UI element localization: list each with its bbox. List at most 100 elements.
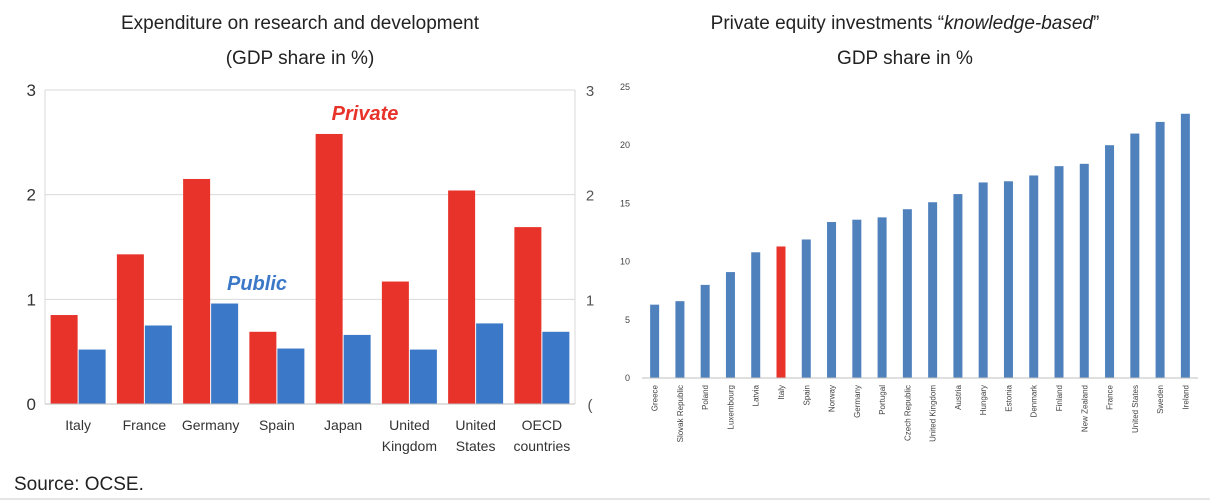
x-tick-label: Estonia <box>1004 384 1013 411</box>
bar <box>1003 181 1013 378</box>
pe-title-italic: knowledge-based <box>944 13 1093 34</box>
x-tick-label: Ireland <box>1181 385 1190 409</box>
source-note: Source: OCSE. <box>14 474 144 495</box>
bar <box>902 209 912 378</box>
x-tick-label: Hungary <box>979 385 988 415</box>
bottom-divider <box>0 498 1210 500</box>
right-y-tick-label: 1 <box>586 292 594 309</box>
x-tick-label: Italy <box>65 417 91 433</box>
x-tick-label: Spain <box>802 385 811 405</box>
bar <box>650 304 660 378</box>
bar <box>801 239 811 378</box>
right-y-tick-label: 2 <box>586 188 594 205</box>
y-tick-label: 0 <box>625 373 630 383</box>
right-y-tick-label: ( <box>588 397 593 414</box>
bar <box>1180 113 1190 378</box>
rd-expenditure-chart: Expenditure on research and development … <box>0 0 600 470</box>
y-tick-label: 20 <box>620 140 630 150</box>
x-tick-label: France <box>1106 384 1115 409</box>
pe-title-prefix: Private equity investments “ <box>710 13 945 34</box>
public-bar <box>277 348 305 404</box>
x-tick-label: Italy <box>777 385 786 400</box>
rd-chart-title: Expenditure on research and development <box>120 13 480 34</box>
bar <box>700 284 710 378</box>
x-tick-label: Latvia <box>752 384 761 406</box>
private-bar <box>448 190 476 404</box>
highlighted-bar <box>776 246 786 378</box>
rd-chart-subtitle: (GDP share in %) <box>225 48 375 69</box>
private-bar <box>50 315 78 404</box>
x-tick-label: United Kingdom <box>929 385 938 442</box>
x-tick-label: Denmark <box>1030 384 1039 417</box>
x-tick-label: States <box>456 438 496 454</box>
x-tick-label: Norway <box>828 385 837 412</box>
x-tick-label: United <box>455 417 495 433</box>
public-bar <box>78 349 106 404</box>
y-tick-label: 1 <box>27 290 36 309</box>
right-y-tick-label: 3 <box>586 83 594 100</box>
pe-chart-subtitle: GDP share in % <box>837 48 973 69</box>
y-tick-label: 15 <box>620 198 630 208</box>
pe-plot: 0 5 10 15 20 25 Greece Slovak Republic Poland Lux… <box>620 82 1198 442</box>
y-tick-label: 0 <box>27 395 36 414</box>
bar <box>1155 121 1165 379</box>
public-bar <box>144 325 172 404</box>
x-tick-label: Luxembourg <box>726 385 735 429</box>
x-tick-label: countries <box>513 438 570 454</box>
y-tick-label: 2 <box>27 186 36 205</box>
x-tick-label: Greece <box>651 384 660 411</box>
private-bar <box>249 331 277 404</box>
private-bar <box>183 178 211 404</box>
x-tick-label: Austria <box>954 384 963 409</box>
private-bar <box>381 281 409 404</box>
bar <box>827 222 837 378</box>
x-tick-label: OECD <box>522 417 562 433</box>
x-tick-label: United States <box>1131 385 1140 433</box>
x-tick-label: Czech Republic <box>903 385 912 441</box>
x-tick-label: Finland <box>1055 385 1064 411</box>
x-tick-label: Germany <box>853 385 862 418</box>
bar <box>1079 163 1089 378</box>
public-series-label: Public <box>227 273 287 295</box>
y-tick-label: 10 <box>620 257 630 267</box>
public-bar <box>211 303 239 404</box>
public-bar <box>409 349 437 404</box>
public-bar <box>476 323 504 404</box>
x-tick-label: Kingdom <box>382 438 437 454</box>
y-tick-label: 25 <box>620 82 630 92</box>
rd-plot: 0 1 2 3 (1 2 3 Italy France Germany Spain Japan Unit… <box>27 81 595 454</box>
x-tick-label: Japan <box>324 417 362 433</box>
x-tick-label: Poland <box>701 385 710 410</box>
bar <box>1054 166 1064 378</box>
x-tick-label: United <box>389 417 429 433</box>
private-bar <box>514 227 542 404</box>
pe-title-suffix: ” <box>1093 13 1100 34</box>
x-tick-label: Spain <box>259 417 295 433</box>
bar <box>953 194 963 378</box>
public-bar <box>542 331 570 404</box>
private-bar <box>116 254 144 404</box>
bar <box>877 217 887 378</box>
x-tick-label: Slovak Republic <box>676 385 685 442</box>
y-tick-label: 3 <box>27 81 36 100</box>
x-tick-label: Sweden <box>1156 385 1165 414</box>
bar <box>1130 133 1140 378</box>
x-tick-label: Germany <box>182 417 240 433</box>
public-bar <box>343 334 371 404</box>
private-equity-chart: Private equity investments “knowledge-ba… <box>600 0 1210 470</box>
private-bar <box>315 133 343 404</box>
bar <box>1029 175 1039 378</box>
bar <box>978 182 988 378</box>
bar <box>1105 145 1115 378</box>
x-tick-label: France <box>123 417 167 433</box>
private-series-label: Private <box>332 103 399 125</box>
pe-chart-title: Private equity investments “knowledge-ba… <box>600 12 1210 36</box>
bar <box>751 252 761 378</box>
x-tick-label: New Zealand <box>1080 385 1089 432</box>
y-tick-label: 5 <box>625 315 630 325</box>
bar <box>928 202 938 378</box>
x-tick-label: Portugal <box>878 385 887 415</box>
bar <box>725 272 735 378</box>
bar <box>675 301 685 378</box>
bar <box>852 219 862 378</box>
